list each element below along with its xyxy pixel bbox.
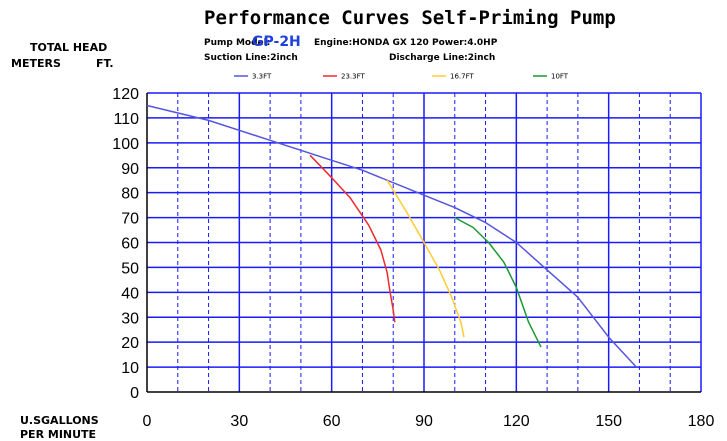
y-tick-label: 0 [130, 385, 139, 402]
series-line-3 [386, 179, 465, 338]
series-line-2 [309, 154, 396, 323]
model-value: GP-2H [252, 34, 301, 50]
total-head-label: TOTAL HEAD [30, 41, 107, 54]
x-tick-label: 120 [503, 413, 530, 430]
series-line-4 [454, 216, 542, 348]
y-tick-label: 50 [121, 260, 139, 277]
y-tick-label: 30 [121, 310, 139, 327]
flow-label-line2: PER MINUTE [20, 428, 96, 441]
discharge-label: Discharge Line:2inch [389, 53, 495, 63]
ft-label: FT. [96, 57, 114, 70]
x-tick-label: 90 [415, 413, 433, 430]
engine-label: Engine:HONDA GX 120 [314, 38, 429, 48]
legend-label-4: 10FT [551, 73, 569, 81]
x-tick-label: 180 [688, 413, 715, 430]
meters-label: METERS [11, 57, 61, 70]
model-label: Pump Model: [204, 38, 270, 48]
legend-label-2: 23.3FT [341, 73, 365, 81]
y-tick-label: 10 [121, 360, 139, 377]
chart-title: Performance Curves Self-Priming Pump [204, 7, 616, 29]
y-tick-label: 60 [121, 236, 139, 253]
legend-label-3: 16.7FT [450, 73, 474, 81]
y-tick-label: 70 [121, 211, 139, 228]
y-tick-label: 100 [112, 136, 139, 153]
legend: 3.3FT 23.3FT 16.7FT 10FT [234, 73, 569, 81]
y-tick-label: 20 [121, 335, 139, 352]
x-tick-label: 60 [323, 413, 341, 430]
x-tick-label: 30 [230, 413, 248, 430]
y-tick-label: 90 [121, 161, 139, 178]
series-line-1 [146, 104, 637, 368]
y-tick-label: 80 [121, 186, 139, 203]
x-tick-label: 0 [143, 413, 152, 430]
power-label: Power:4.0HP [432, 38, 498, 48]
legend-label-1: 3.3FT [252, 73, 272, 81]
x-tick-label: 150 [595, 413, 622, 430]
y-tick-label: 40 [121, 285, 139, 302]
flow-label-line1: U.SGALLONS [20, 414, 99, 427]
tick-labels: 0 10 20 30 40 50 60 70 80 90 100 110 120 0 30 60 90 120 15… [112, 86, 714, 430]
series-lines [146, 104, 637, 368]
suction-label: Suction Line:2inch [204, 53, 298, 63]
y-tick-label: 110 [113, 111, 139, 128]
y-tick-label: 120 [112, 86, 139, 103]
